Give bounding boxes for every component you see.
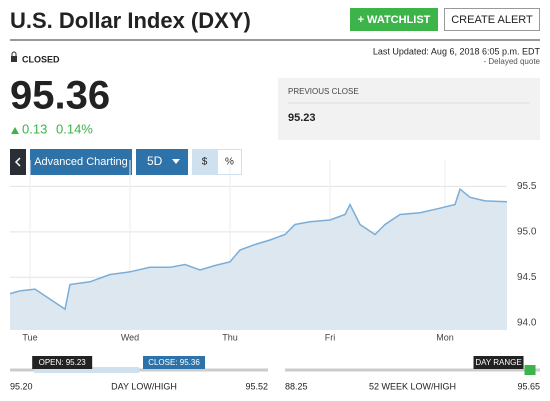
previous-close-label: PREVIOUS CLOSE — [288, 87, 359, 96]
chart: 95.5 95.0 94.5 94.0 Tue Wed Thu Fri Mon — [9, 160, 537, 342]
dollar-label[interactable]: $ — [202, 157, 208, 168]
day-low: 95.20 — [10, 381, 33, 391]
x-tick-label: Mon — [436, 332, 454, 342]
dropdown-icon — [172, 159, 180, 164]
week-title: 52 WEEK LOW/HIGH — [369, 381, 456, 391]
dollar-button[interactable] — [192, 149, 217, 175]
y-tick-label: 95.0 — [517, 226, 537, 237]
alert-label[interactable]: CREATE ALERT — [451, 14, 533, 26]
y-tick-label: 94.0 — [517, 317, 537, 328]
title: U.S. Dollar Index (DXY) — [10, 8, 251, 33]
week-day-range — [524, 365, 536, 375]
week-low: 88.25 — [285, 381, 308, 391]
status: CLOSED — [22, 54, 60, 64]
day-range-tag-label: DAY RANGE — [475, 358, 521, 367]
advanced-button[interactable] — [30, 149, 132, 175]
x-tick-label: Thu — [222, 332, 238, 342]
change: 0.13 — [22, 121, 47, 136]
open-label: OPEN: 95.23 — [39, 358, 87, 367]
line — [9, 187, 508, 311]
back-icon — [14, 157, 21, 167]
day-range-tag — [473, 356, 524, 369]
x-tick-label: Wed — [121, 332, 139, 342]
price: 95.36 — [10, 74, 110, 118]
up-arrow — [11, 127, 19, 134]
x-tick-label: Fri — [325, 332, 336, 342]
lock-shackle — [11, 51, 17, 57]
last-updated: Last Updated: Aug 6, 2018 6:05 p.m. EDT — [373, 46, 541, 56]
area — [10, 189, 507, 330]
day-high: 95.52 — [245, 381, 268, 391]
change-percent: 0.14% — [56, 121, 93, 136]
range-button[interactable] — [136, 149, 188, 175]
lock-icon — [11, 56, 17, 62]
open-tag — [32, 356, 93, 369]
previous-close-value: 95.23 — [288, 112, 316, 124]
back-button[interactable] — [10, 149, 26, 175]
x-tick-label: Tue — [22, 332, 37, 342]
week-high: 95.65 — [517, 381, 540, 391]
y-tick-label: 95.5 — [517, 181, 537, 192]
alert-button[interactable] — [444, 8, 540, 31]
close-label: CLOSE: 95.36 — [148, 358, 200, 367]
day-title: DAY LOW/HIGH — [111, 381, 177, 391]
watchlist-label[interactable]: + WATCHLIST — [358, 14, 431, 26]
watchlist-button[interactable] — [350, 8, 438, 31]
y-tick-label: 94.5 — [517, 272, 537, 283]
day-range-fill — [34, 367, 139, 373]
advanced-label[interactable]: Advanced Charting — [34, 156, 128, 168]
range-label[interactable]: 5D — [147, 154, 163, 168]
ranges: OPEN: 95.23 CLOSE: 95.36 95.20 DAY LOW/HIGH… — [10, 356, 540, 391]
delayed-note: - Delayed quote — [484, 57, 541, 66]
previous-close-box — [278, 78, 540, 140]
close-tag — [143, 356, 205, 369]
